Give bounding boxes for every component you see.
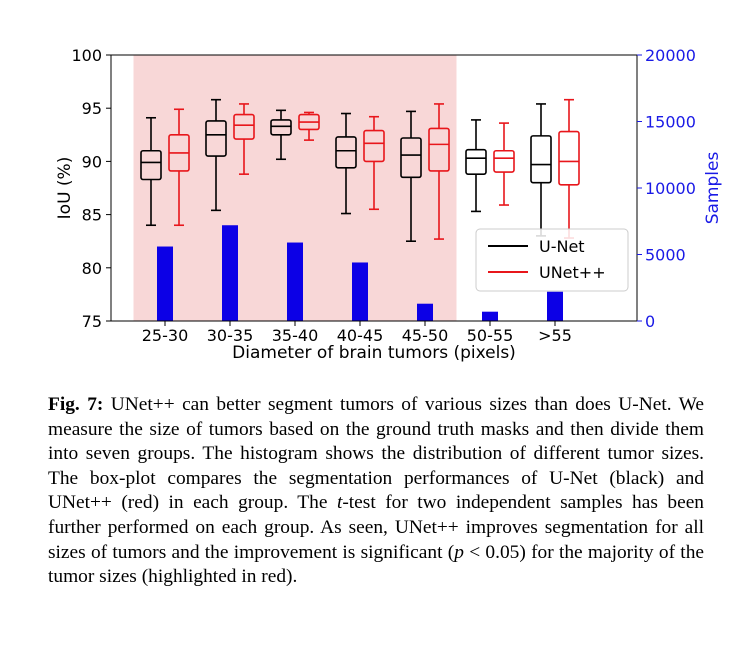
legend-label-unetpp: UNet++	[539, 263, 606, 282]
box-body	[400, 137, 422, 179]
box-unetpp-45-50	[428, 103, 450, 240]
x-tick-label: 35-40	[272, 326, 319, 345]
sample-bar-45-50	[417, 303, 433, 321]
box-unetpp-30-35	[233, 103, 255, 175]
sample-bar-25-30	[157, 246, 173, 321]
caption-p-variable: p	[454, 541, 464, 563]
sample-bar-35-40	[287, 242, 303, 321]
x-axis-label: Diameter of brain tumors (pixels)	[232, 343, 516, 363]
sample-bar-40-45	[352, 262, 368, 321]
caption-t-variable: t	[336, 492, 343, 514]
x-tick-label: 25-30	[142, 326, 189, 345]
box-unet-25-30	[140, 116, 162, 227]
box-unetpp->55	[558, 98, 580, 239]
legend-label-unet: U-Net	[539, 237, 585, 256]
caption-text-1: UNet++ can better segment tumors of vari…	[48, 394, 704, 514]
caption-text-3: < 0.05) for the majority of the tumor si…	[48, 541, 704, 588]
sample-bar-30-35	[222, 225, 238, 321]
box-unetpp-25-30	[168, 108, 190, 227]
y-right-tick-label: 10000	[645, 179, 696, 198]
y-tick-label: 75	[82, 312, 102, 331]
y-axis-label: IoU (%)	[55, 157, 75, 220]
y-right-tick-label: 15000	[645, 113, 696, 132]
y-right-tick-label: 20000	[645, 46, 696, 65]
box-body	[233, 113, 255, 140]
caption-label: Fig. 7:	[48, 394, 104, 415]
box-body	[493, 149, 515, 173]
x-tick-label: >55	[538, 326, 572, 345]
box-unetpp-50-55	[493, 122, 515, 206]
y-tick-label: 80	[82, 259, 102, 278]
legend: U-Net UNet++	[475, 228, 629, 292]
y-tick-label: 95	[82, 99, 102, 118]
figure-caption: Fig. 7: UNet++ can better segment tumors…	[48, 393, 704, 590]
y-tick-label: 100	[71, 46, 102, 65]
y-right-tick-label: 5000	[645, 246, 686, 265]
legend-frame	[475, 228, 629, 292]
box-body	[205, 120, 227, 157]
box-body	[140, 149, 162, 181]
box-unet-40-45	[335, 112, 357, 215]
box-body	[428, 127, 450, 172]
box-unetpp-35-40	[298, 111, 320, 141]
box-unet-30-35	[205, 98, 227, 212]
box-unet-35-40	[270, 109, 292, 161]
y-tick-label: 85	[82, 206, 102, 225]
sample-bar-50-55	[482, 311, 498, 321]
x-tick-label: 40-45	[337, 326, 384, 345]
box-unetpp-40-45	[363, 115, 385, 211]
caption-text-2: -test for two independent samples has be…	[48, 492, 704, 563]
box-body	[558, 130, 580, 186]
box-body	[335, 136, 357, 169]
y-right-tick-label: 0	[645, 312, 655, 331]
box-body	[530, 135, 552, 184]
box-unet->55	[530, 103, 552, 237]
box-body	[363, 129, 385, 163]
box-body	[465, 148, 487, 175]
x-tick-label: 50-55	[467, 326, 514, 345]
box-plot-chart: 75 80 85 90 95 100 0 5000 10000 15000 20000 25-30…	[55, 46, 723, 363]
y-tick-label: 90	[82, 152, 102, 171]
sample-bar->55	[547, 291, 563, 321]
y-axis-label-right: Samples	[703, 152, 723, 225]
x-tick-label: 45-50	[402, 326, 449, 345]
box-unet-50-55	[465, 119, 487, 213]
box-body	[270, 119, 292, 136]
x-tick-label: 30-35	[207, 326, 254, 345]
box-unet-45-50	[400, 110, 422, 242]
